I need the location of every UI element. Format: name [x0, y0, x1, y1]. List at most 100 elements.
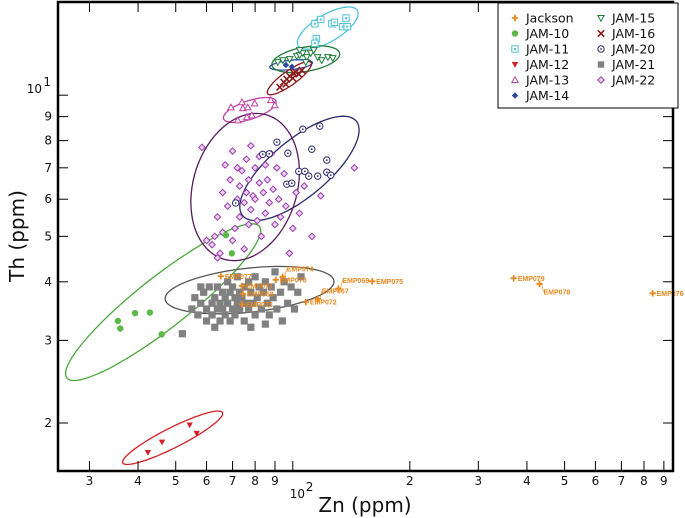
point-jam-21 [276, 288, 285, 296]
point-jam-22 [251, 163, 260, 172]
series-jam-10 [114, 231, 236, 338]
point-jam-22 [213, 253, 222, 262]
point-jam-21 [202, 305, 211, 313]
point-jam-11-center [313, 42, 316, 45]
point-jam-22 [208, 240, 216, 249]
point-jam-21 [200, 288, 208, 296]
x-tick-label: 8 [640, 474, 648, 488]
legend-item-jam-10: JAM-10 [511, 26, 569, 41]
point-jam-15 [301, 59, 310, 67]
point-jam-11-center [315, 37, 318, 40]
y-tick-label: 2 [44, 416, 52, 430]
legend-label: JAM-15 [611, 11, 655, 26]
point-jam-21 [213, 305, 222, 313]
point-jam-21 [202, 317, 211, 325]
legend-marker [511, 92, 519, 99]
point-jam-22 [300, 182, 309, 190]
confidence-ellipses [64, 6, 360, 466]
ellipse-jam-14 [269, 59, 314, 71]
point-jam-21 [265, 311, 273, 319]
point-jam-22 [281, 202, 290, 211]
x-tick-label: 6 [592, 474, 600, 488]
point-jam-22 [272, 163, 281, 172]
point-jam-20-center [325, 171, 328, 174]
y-tick-exponent: 1 [43, 75, 51, 89]
point-jam-20-center [268, 152, 271, 155]
point-jam-20-center [303, 170, 306, 173]
point-jam-22 [231, 224, 239, 233]
point-jackson [238, 301, 246, 308]
point-jam-22 [253, 216, 262, 225]
point-jam-21 [224, 299, 232, 307]
point-jackson [272, 276, 279, 283]
point-jam-21 [211, 323, 219, 331]
point-jam-11-center [319, 18, 322, 21]
point-jam-22 [316, 191, 325, 200]
point-jam-22 [218, 228, 227, 237]
point-jam-21 [228, 305, 237, 313]
point-jam-21 [221, 311, 229, 319]
point-label-leader [541, 283, 544, 292]
point-jam-22 [238, 166, 246, 175]
point-jam-21 [236, 288, 244, 296]
point-jam-15 [298, 50, 307, 58]
ellipse-jam-15 [271, 45, 341, 74]
point-jam-21 [280, 278, 288, 286]
legend-item-jackson: Jackson [511, 11, 574, 26]
point-jam-22 [265, 198, 274, 207]
point-jam-21 [216, 317, 224, 325]
series-jam-12 [144, 422, 200, 456]
point-jam-21 [257, 305, 265, 313]
legend-marker [511, 14, 519, 22]
point-jam-22 [257, 232, 266, 241]
legend-marker [510, 75, 520, 84]
point-jam-15 [306, 50, 315, 58]
point-jam-22 [228, 236, 237, 245]
point-jam-21 [271, 268, 279, 276]
point-jam-20-center [290, 182, 293, 185]
y-tick-label: 3 [44, 333, 52, 347]
point-label: EMP070 [280, 277, 307, 284]
point-jam-11-center [341, 25, 344, 28]
point-jam-13 [233, 116, 242, 124]
point-jam-10 [114, 317, 122, 325]
point-jam-22 [295, 209, 304, 218]
x-tick-label: 4 [523, 474, 531, 488]
legend-label: JAM-10 [525, 26, 569, 41]
point-label-leader [319, 290, 323, 299]
legend-label: Jackson [525, 11, 574, 26]
x-tick-label: 3 [475, 474, 483, 488]
point-jam-20-center [316, 175, 319, 178]
legend-item-jam-11: JAM-11 [511, 42, 569, 57]
series-jam-21 [178, 268, 305, 338]
point-jam-10 [146, 309, 154, 316]
x-tick-label: 4 [134, 474, 142, 488]
point-jam-13 [247, 111, 256, 119]
point-jam-21 [247, 323, 255, 331]
legend-label: JAM-11 [525, 42, 569, 57]
point-jam-21 [231, 311, 239, 319]
legend-item-jam-22: JAM-22 [597, 73, 655, 88]
point-jam-21 [188, 305, 196, 313]
point-jam-22 [288, 224, 297, 233]
series-jam-11 [311, 14, 351, 48]
point-jam-21 [233, 273, 241, 281]
ellipse-jam-22 [190, 112, 301, 262]
ellipse-jam-21 [164, 265, 335, 315]
legend-label: JAM-14 [525, 88, 569, 103]
x-tick-label: 7 [229, 474, 237, 488]
point-jackson [510, 275, 517, 282]
point-jam-22 [233, 163, 242, 172]
point-jackson [217, 273, 225, 280]
point-jam-22 [223, 202, 232, 211]
point-jam-21 [228, 283, 237, 291]
legend-label: JAM-22 [611, 73, 655, 88]
legend-box [497, 2, 679, 109]
point-jam-21 [259, 288, 267, 296]
point-jam-22 [259, 188, 268, 197]
legend-marker-center [600, 48, 602, 50]
point-jam-22 [242, 188, 251, 197]
point-jam-12 [193, 430, 200, 437]
